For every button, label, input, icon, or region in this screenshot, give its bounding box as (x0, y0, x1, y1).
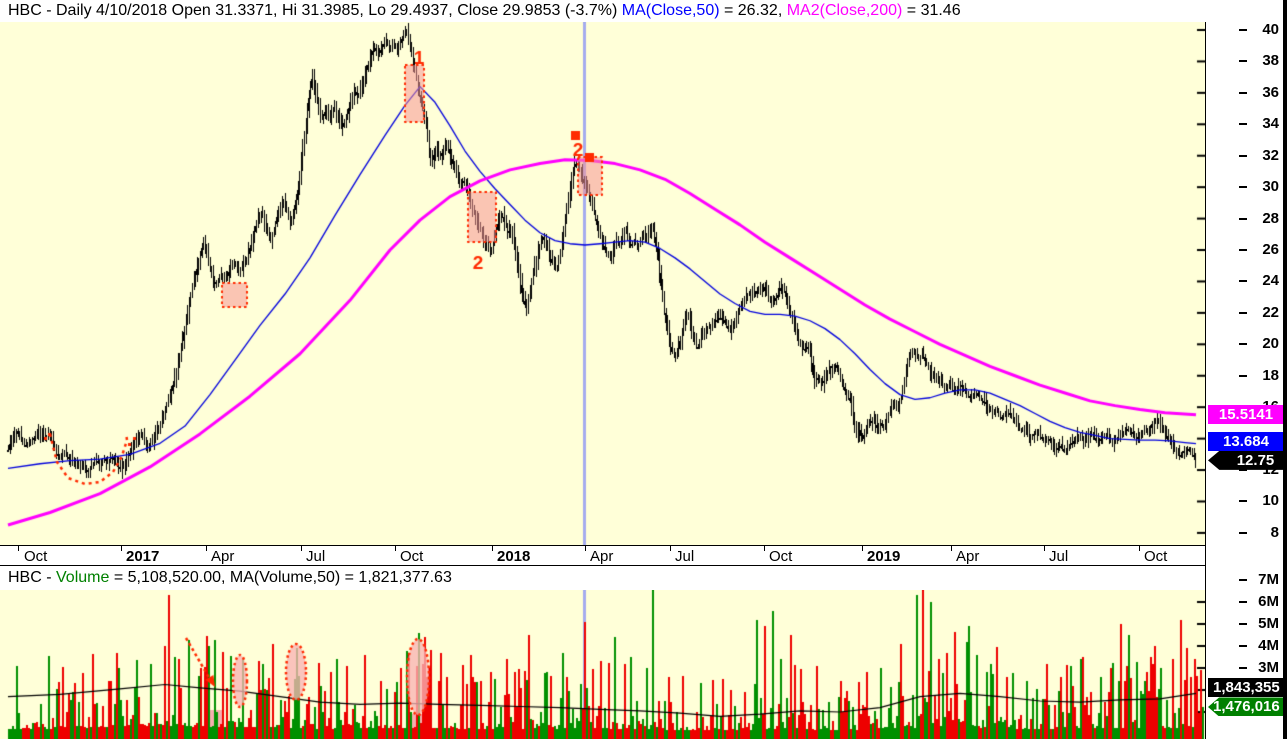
price-header-segment: MA(Close,50) (621, 2, 720, 19)
x-axis-label: Oct (769, 548, 793, 565)
x-axis-label: 2017 (126, 548, 160, 565)
price-axis-label: 8 (1270, 523, 1279, 541)
price-axis-label: 22 (1262, 303, 1279, 321)
volume-axis-label: 3M (1258, 659, 1279, 676)
price-axis-tick (1239, 343, 1247, 346)
price-axis-tick (1239, 60, 1247, 63)
price-axis-tick (1239, 29, 1247, 31)
x-axis-tick (492, 546, 493, 551)
price-axis-label: 34 (1262, 115, 1279, 133)
price-axis-tick (1239, 154, 1247, 157)
price-header-segment: = 31.46 (902, 2, 961, 19)
price-chart-canvas[interactable] (0, 22, 1205, 545)
volume-axis-tick (1239, 623, 1247, 625)
volume-axis-tick (1239, 601, 1247, 603)
price-axis-label: 28 (1262, 209, 1279, 227)
x-axis-band: Oct 2017 Apr Jul Oct 2018 Apr Jul Oct 2019 Apr Jul O… (0, 545, 1205, 566)
price-header-segment: HBC - Daily 4/10/2018 Open 31.3371, Hi 3… (8, 2, 622, 19)
x-axis-tick (121, 546, 122, 551)
x-axis-tick (206, 546, 207, 551)
price-axis-tick (1239, 374, 1247, 377)
tag-volume-last-value: 1,476,016 (1208, 697, 1287, 717)
x-axis-tick (862, 546, 863, 551)
x-axis-tick (1044, 546, 1045, 551)
tag-volume-ma-value: 1,843,355 (1208, 678, 1287, 698)
x-axis-label: Apr (211, 548, 235, 565)
volume-header-segment: = 5,108,520.00, MA(Volume,50) = 1,821,37… (109, 569, 452, 586)
price-axis-label: 20 (1262, 335, 1279, 353)
price-axis-label: 32 (1262, 146, 1279, 164)
volume-axis-label: 6M (1258, 593, 1279, 610)
price-axis-label: 26 (1262, 241, 1279, 259)
price-axis-tick (1239, 531, 1247, 534)
x-axis-tick (395, 546, 396, 551)
tag-ma200-value: 15.5141 (1208, 405, 1284, 425)
x-axis-label: Jul (675, 548, 695, 565)
price-axis-tick (1239, 469, 1247, 472)
price-header-segment: = 26.32, (719, 2, 787, 19)
volume-axis-label: 5M (1258, 615, 1279, 632)
price-axis-label: 38 (1262, 52, 1279, 70)
price-axis-label: 36 (1262, 83, 1279, 101)
volume-chart-canvas[interactable] (0, 590, 1205, 739)
tag-ma50-value: 13.684 (1208, 431, 1284, 451)
price-axis-tick (1239, 186, 1247, 189)
price-axis-tick (1239, 500, 1247, 503)
x-axis-label: Apr (956, 548, 980, 565)
price-axis-tick (1239, 311, 1247, 314)
price-axis-label: 40 (1262, 21, 1279, 38)
volume-axis-label: 7M (1258, 571, 1279, 588)
window-right-edge (1283, 0, 1287, 739)
x-axis-label: 2018 (497, 548, 531, 565)
x-axis-label: Apr (590, 548, 614, 565)
volume-panel-header: HBC - Volume = 5,108,520.00, MA(Volume,5… (0, 566, 1287, 590)
x-axis-tick (1139, 546, 1140, 551)
x-axis-tick (670, 546, 671, 551)
right-axis-margin: 15.5141 13.684 12.75 1,843,355 1,476,016… (1205, 21, 1287, 739)
price-axis-tick (1239, 217, 1247, 220)
x-axis-label: Jul (306, 548, 326, 565)
volume-axis-tick (1239, 667, 1247, 669)
x-axis-label: 2019 (867, 548, 901, 565)
price-axis-tick (1239, 249, 1247, 252)
volume-axis-tick (1239, 579, 1247, 581)
price-axis-tick (1239, 280, 1247, 283)
x-axis-label: Jul (1049, 548, 1069, 565)
volume-axis-tick (1239, 645, 1247, 647)
price-header-segment: MA2(Close,200) (786, 2, 903, 19)
x-axis-tick (301, 546, 302, 551)
x-axis-label: Oct (1144, 548, 1168, 565)
volume-header-segment: Volume (56, 569, 110, 586)
tag-last-price: 12.75 (1208, 450, 1287, 470)
volume-header-segment: HBC - (8, 569, 56, 586)
price-panel-header: HBC - Daily 4/10/2018 Open 31.3371, Hi 3… (0, 0, 1287, 22)
volume-axis-label: 4M (1258, 637, 1279, 654)
x-axis-tick (585, 546, 586, 551)
x-axis-label: Oct (400, 548, 424, 565)
x-axis-label: Oct (24, 548, 48, 565)
x-axis-tick (764, 546, 765, 551)
price-axis-tick (1239, 91, 1247, 94)
price-axis-tick (1239, 123, 1247, 126)
x-axis-tick (951, 546, 952, 551)
price-axis-label: 24 (1262, 272, 1279, 290)
x-axis-tick (18, 546, 19, 551)
price-axis-label: 18 (1262, 366, 1279, 384)
price-axis-label: 10 (1262, 492, 1279, 510)
price-axis-label: 30 (1262, 178, 1279, 196)
